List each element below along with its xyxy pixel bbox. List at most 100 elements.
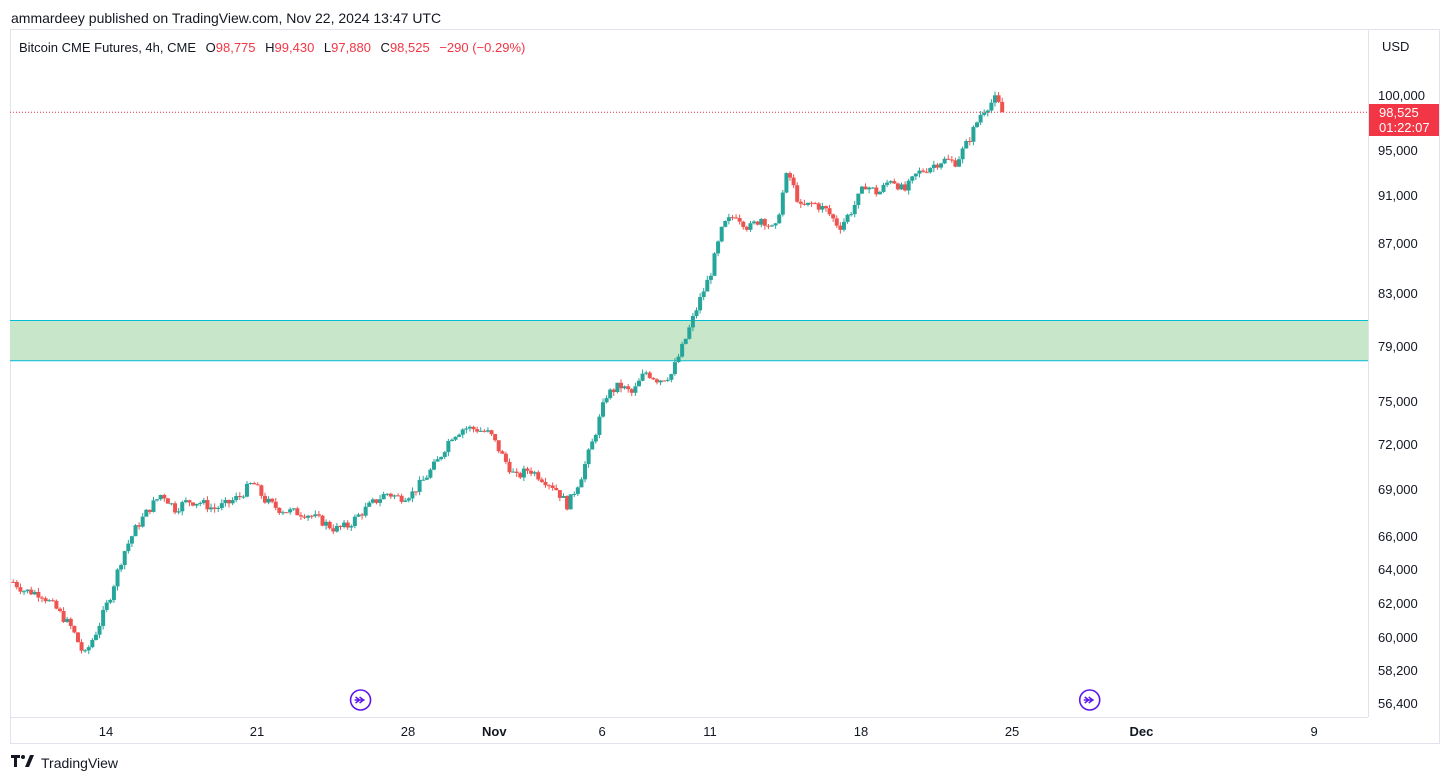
currency-button[interactable]: USD [1382,38,1410,54]
candle [140,512,145,528]
candle-body [992,95,997,103]
price-chart[interactable] [10,29,1368,717]
candle [813,201,818,205]
candle-body [86,647,91,651]
candle [845,213,850,224]
candle-body [543,481,548,486]
candle [320,514,325,527]
candle [698,293,703,314]
candle-body [716,241,721,254]
candle [611,388,616,396]
candle [32,589,37,596]
candle-body [101,609,106,626]
time-axis[interactable]: 14 21 28 Nov 6 11 18 25 Dec 9 [10,717,1368,745]
candle [870,187,875,189]
candle [119,563,124,573]
candle [705,275,710,292]
open-label: O [205,40,216,55]
candle [410,487,415,503]
candle [805,202,810,207]
candle [295,506,300,516]
event-arrow-icon[interactable] [1078,689,1101,711]
candle-body [935,164,940,168]
candle [155,499,160,502]
candle-body [665,379,670,381]
candle [752,220,757,225]
candle-body [108,599,113,603]
candle [493,433,498,442]
candle-body [654,379,659,383]
candle [471,425,476,433]
symbol-legend[interactable]: Bitcoin CME Futures, 4h, CME O98,775 H99… [19,40,525,55]
candle-body [173,503,178,513]
candle-body [626,386,631,390]
candle [791,174,796,189]
candle [928,167,933,174]
candle-body [867,187,872,190]
candle [72,625,77,634]
candle [446,438,451,457]
candle-body [385,493,390,495]
candle-body [583,464,588,480]
candle-body [608,389,613,399]
candle [921,168,926,173]
candle-body [834,218,839,226]
candle [266,496,271,505]
candle [111,584,116,603]
candle-body [967,140,972,142]
candle-body [104,602,109,610]
candle-body [780,192,785,215]
candle-body [841,221,846,230]
candle-body [22,591,27,593]
candle [557,490,562,502]
candle [982,109,987,117]
event-arrow-icon[interactable] [349,689,372,711]
candle [719,226,724,243]
price-tick-label: 69,000 [1378,482,1418,497]
candle-body [723,220,728,227]
price-axis[interactable]: 100,000 95,000 91,000 87,000 83,000 79,000 75,… [1368,29,1441,717]
candle [424,475,429,481]
symbol-title: Bitcoin CME Futures, 4h, CME [19,40,196,55]
candle [147,509,152,515]
time-tick-label: Nov [482,724,507,739]
candle-body [471,426,476,430]
candle [467,425,472,432]
candle [895,182,900,191]
candle-body [532,472,537,474]
candle-body [61,610,66,622]
candle [25,589,30,594]
candle [223,497,228,507]
candle [644,370,649,376]
tradingview-brand[interactable]: TradingView [11,754,118,772]
price-tick-label: 91,000 [1378,188,1418,203]
candle [647,371,652,379]
candle [234,492,239,503]
candle-body [18,587,23,592]
candle-body [611,389,616,393]
candle-body [795,185,800,202]
candle [989,99,994,114]
price-tick-label: 66,000 [1378,529,1418,544]
bar-countdown: 01:22:07 [1379,120,1430,135]
candle-body [248,483,253,485]
candle [777,212,782,224]
candle [683,338,688,345]
candle [651,377,656,380]
candle [759,217,764,228]
candle [453,436,458,442]
candle [464,426,469,434]
candle-body [921,170,926,172]
candle [766,224,771,230]
event-icon-arrows [1083,696,1094,704]
candle-body [493,434,498,441]
candle [809,201,814,207]
candle-body [216,508,221,510]
candle-body [503,453,508,462]
candle [298,512,303,521]
candle [280,510,285,516]
candle-body [784,173,789,193]
candle-body [629,389,634,393]
candle-body [744,226,749,230]
candle [892,178,897,185]
